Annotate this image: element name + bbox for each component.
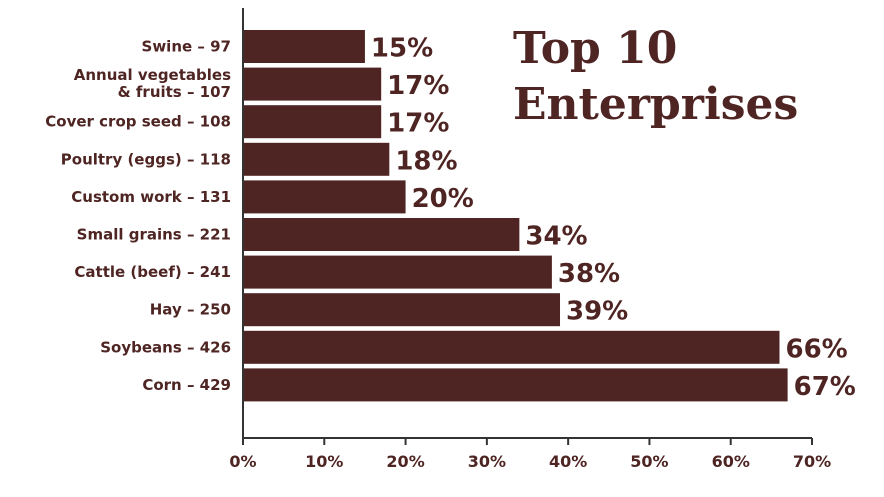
value-label-9: 67%	[794, 372, 856, 402]
category-label-7: Hay – 250	[150, 301, 231, 319]
bar-5	[243, 218, 520, 251]
x-tick-label-3: 30%	[468, 452, 506, 471]
bar-1	[243, 67, 382, 101]
x-tick-label-4: 40%	[549, 452, 587, 471]
chart-title-line-2: Enterprises	[513, 79, 799, 130]
x-tick-label-0: 0%	[229, 452, 256, 471]
value-label-2: 17%	[387, 109, 449, 139]
x-tick-label-6: 60%	[712, 452, 750, 471]
bar-4	[243, 180, 406, 214]
bar-9	[243, 368, 788, 402]
x-tick-label-2: 20%	[386, 452, 424, 471]
value-label-3: 18%	[395, 146, 457, 176]
value-label-4: 20%	[412, 184, 474, 214]
value-label-7: 39%	[566, 297, 628, 327]
category-label-6: Cattle (beef) – 241	[74, 263, 231, 281]
bar-2	[243, 105, 382, 139]
x-tick-label-5: 50%	[630, 452, 668, 471]
value-label-5: 34%	[525, 222, 587, 252]
category-label-9: Corn – 429	[142, 376, 231, 394]
category-label-0: Swine – 97	[142, 38, 231, 56]
value-label-1: 17%	[387, 71, 449, 101]
bar-8	[243, 330, 780, 364]
value-label-6: 38%	[558, 259, 620, 289]
x-tick-label-7: 70%	[793, 452, 831, 471]
bar-3	[243, 142, 390, 176]
value-label-8: 66%	[785, 334, 847, 364]
category-label-2: Cover crop seed – 108	[45, 113, 231, 131]
category-label-8: Soybeans – 426	[100, 338, 231, 356]
category-label-1: Annual vegetables & fruits – 107	[74, 66, 231, 101]
category-label-3: Poultry (eggs) – 118	[61, 150, 231, 168]
bar-7	[243, 293, 561, 327]
bar-6	[243, 255, 552, 289]
chart-title-line-1: Top 10	[513, 23, 678, 74]
category-label-4: Custom work – 131	[71, 188, 231, 206]
category-label-5: Small grains – 221	[77, 226, 231, 244]
x-tick-label-1: 10%	[305, 452, 343, 471]
value-label-0: 15%	[371, 34, 433, 64]
bar-0	[243, 30, 365, 63]
